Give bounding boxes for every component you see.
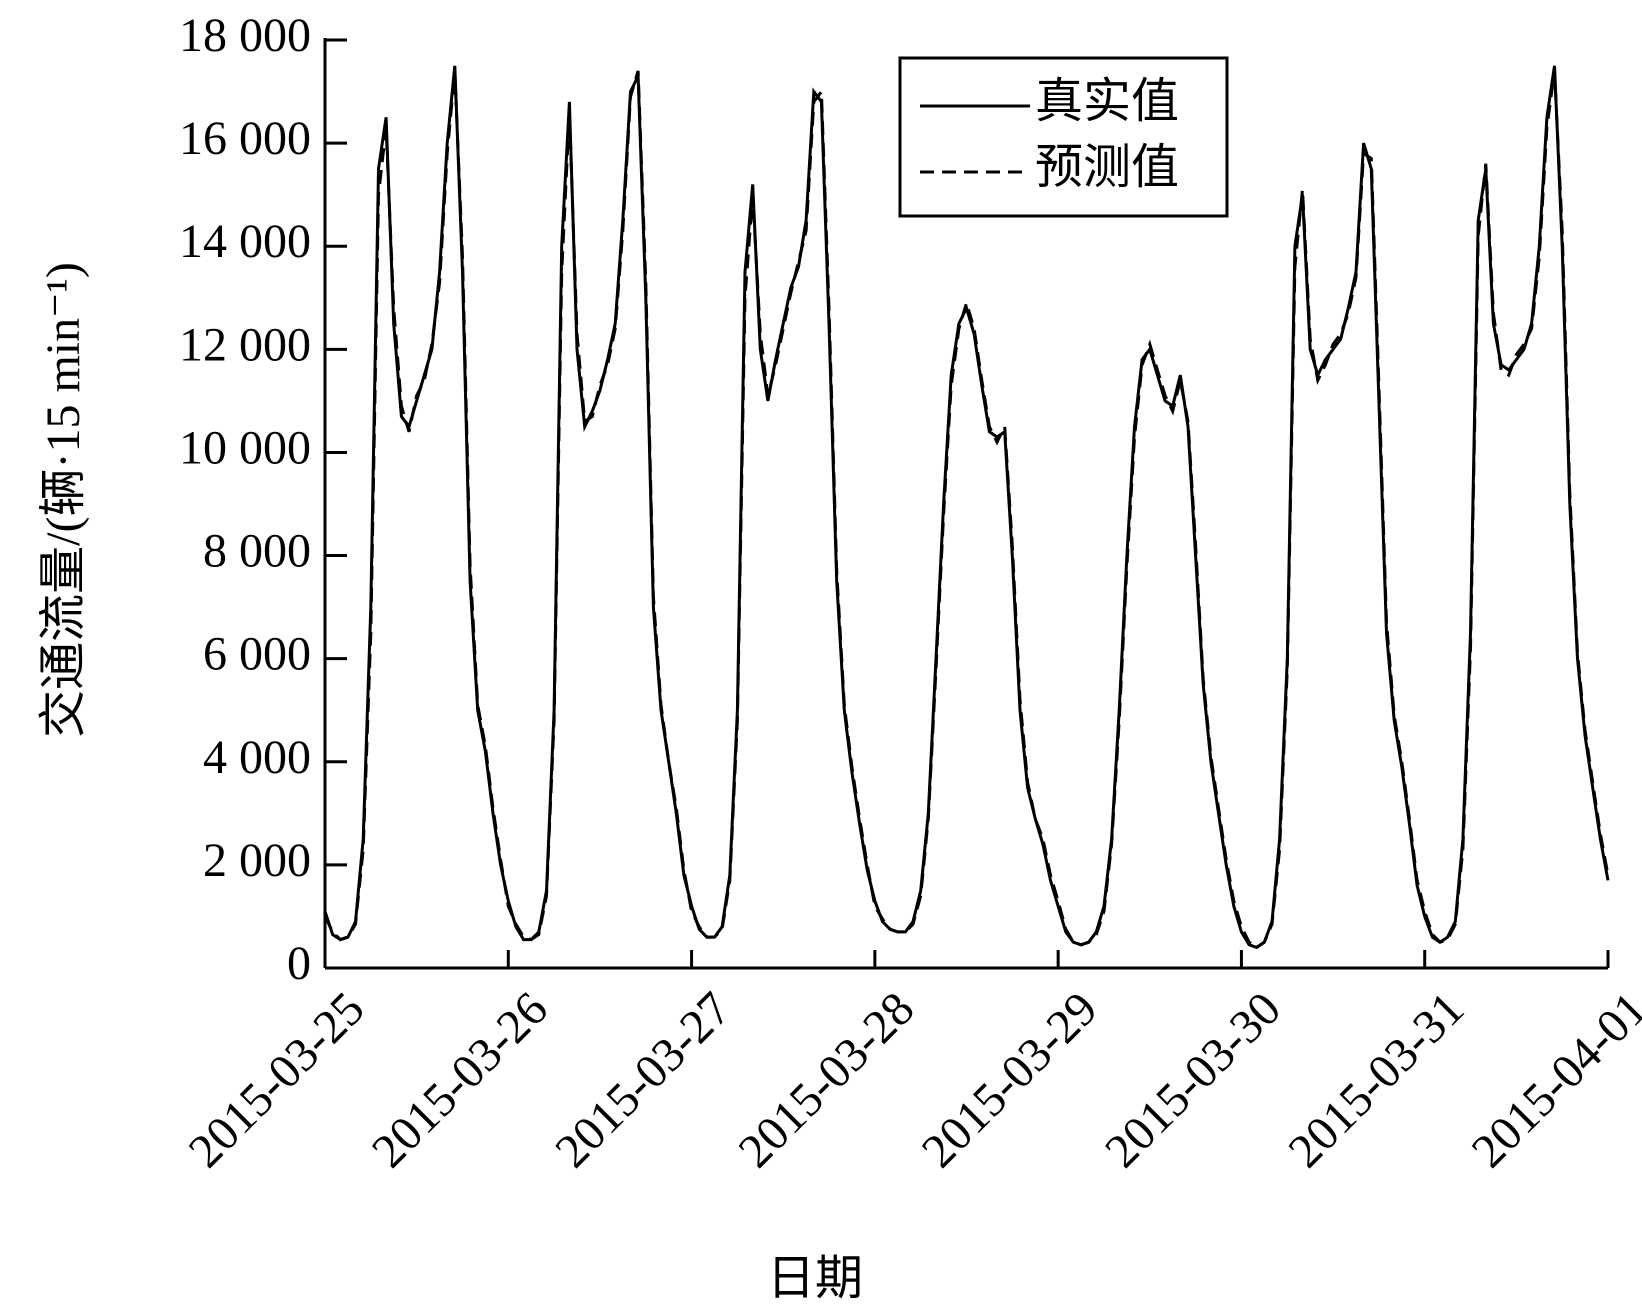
y-tick-label: 10 000 — [179, 421, 311, 474]
y-tick-label: 4 000 — [203, 731, 311, 784]
y-tick-label: 0 — [287, 937, 311, 990]
x-tick-label: 2015-03-28 — [729, 982, 925, 1178]
y-tick-label: 6 000 — [203, 628, 311, 681]
x-tick-label: 2015-03-25 — [179, 982, 375, 1178]
y-tick-label: 14 000 — [179, 215, 311, 268]
y-tick-label: 8 000 — [203, 525, 311, 578]
y-tick-label: 12 000 — [179, 318, 311, 371]
series-line — [323, 70, 1610, 950]
x-tick-label: 2015-03-29 — [912, 982, 1108, 1178]
x-tick-label: 2015-03-27 — [545, 982, 741, 1178]
legend-label: 预测值 — [1035, 141, 1179, 194]
y-tick-label: 2 000 — [203, 834, 311, 887]
x-tick-label: 2015-03-26 — [362, 982, 558, 1178]
legend-box — [898, 56, 1229, 218]
y-axis-label: 交通流量/(辆·15 min⁻¹) — [37, 262, 90, 738]
y-tick-label: 16 000 — [179, 112, 311, 165]
x-tick-label: 2015-04-01 — [1462, 982, 1642, 1178]
x-tick-label: 2015-03-30 — [1095, 982, 1291, 1178]
legend-label: 真实值 — [1035, 75, 1179, 128]
x-axis-label: 日期 — [767, 1252, 863, 1305]
y-tick-label: 18 000 — [179, 9, 311, 62]
x-tick-label: 2015-03-31 — [1278, 982, 1474, 1178]
